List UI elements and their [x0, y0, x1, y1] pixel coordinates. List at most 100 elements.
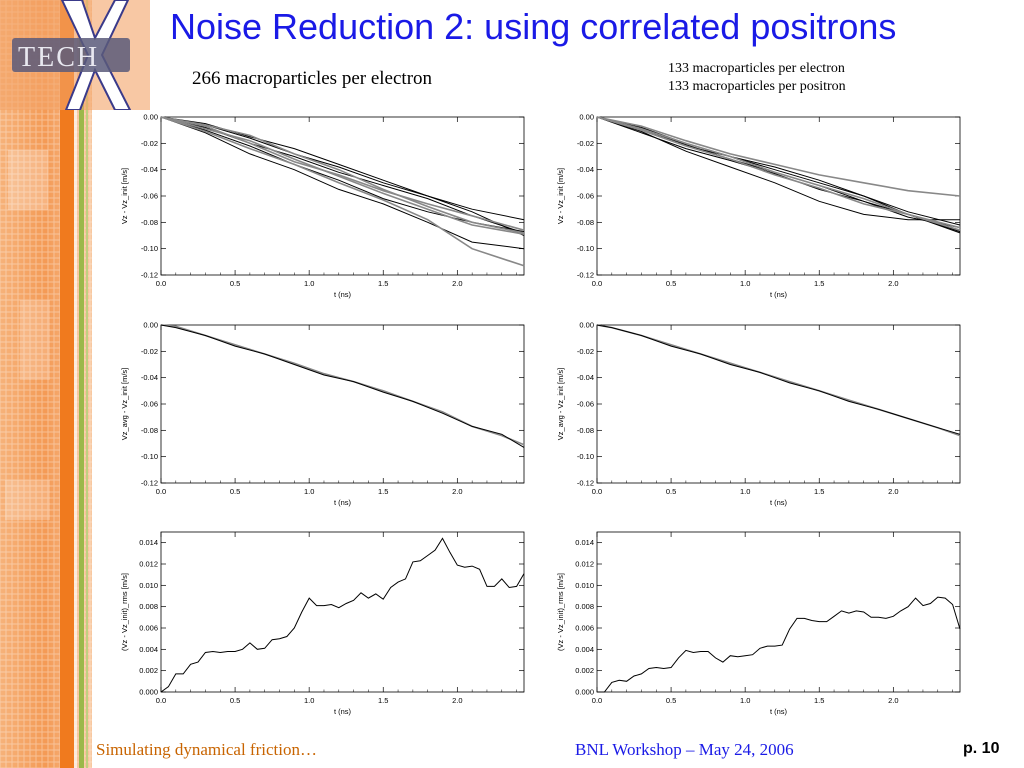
- caption-left: 266 macroparticles per electron: [192, 68, 433, 89]
- series-line-3: [160, 116, 525, 250]
- y-tick-label: 0.014: [575, 538, 594, 547]
- x-axis-label: t (ns): [334, 498, 352, 507]
- x-axis-label: t (ns): [770, 707, 788, 716]
- y-tick-label: -0.08: [577, 426, 594, 435]
- x-tick-label: 1.0: [304, 487, 314, 496]
- y-tick-label: 0.010: [575, 581, 594, 590]
- chart-middle-right: 0.0 0.5 1.0 1.5 2.0 0.00 -0.02 -0.04 -0.06 -0.08 -…: [556, 321, 961, 507]
- x-tick-label: 0.5: [666, 696, 676, 705]
- series-line-0: [160, 537, 525, 693]
- x-tick-label: 0.0: [592, 487, 602, 496]
- series-line-5: [596, 116, 961, 197]
- y-tick-label: 0.012: [139, 560, 158, 569]
- y-tick-label: -0.08: [577, 218, 594, 227]
- footer-center-text: BNL Workshop – May 24, 2006: [575, 740, 794, 759]
- plot-frame: [160, 324, 525, 484]
- x-axis-label: t (ns): [770, 498, 788, 507]
- series-line-3: [596, 116, 960, 221]
- y-tick-label: 0.00: [143, 113, 158, 122]
- y-tick-label: -0.04: [141, 373, 158, 382]
- plot-frame: [596, 531, 961, 693]
- series-line-0: [597, 596, 961, 693]
- y-tick-label: -0.10: [141, 244, 158, 253]
- series-line-1: [160, 324, 525, 448]
- x-axis-label: t (ns): [334, 707, 352, 716]
- logo-text: TECH: [18, 42, 99, 73]
- x-tick-label: 0.0: [592, 279, 602, 288]
- y-tick-label: -0.04: [577, 373, 594, 382]
- x-tick-label: 0.5: [230, 279, 240, 288]
- x-tick-label: 0.5: [666, 487, 676, 496]
- x-tick-label: 0.0: [156, 279, 166, 288]
- y-axis-label: Vz - Vz_init [m/s]: [120, 168, 129, 224]
- plots-svg: 0.0 0.5 1.0 1.5 2.0 0.00 -0.02 -0.04 -0.06 -0.08 -…: [120, 113, 961, 716]
- page-number: p. 10: [963, 740, 1000, 757]
- x-tick-label: 1.5: [378, 279, 388, 288]
- x-tick-label: 1.0: [740, 487, 750, 496]
- x-tick-label: 1.5: [814, 696, 824, 705]
- y-tick-label: -0.04: [141, 165, 158, 174]
- series-line-7: [596, 116, 961, 229]
- x-axis-label: t (ns): [334, 290, 352, 299]
- chart-top-left: 0.0 0.5 1.0 1.5 2.0 0.00 -0.02 -0.04 -0.06 -0.08 -…: [120, 113, 525, 299]
- y-tick-label: -0.06: [577, 192, 594, 201]
- plot-frame: [596, 116, 961, 276]
- y-axis-label: (Vz - Vz_init)_rms [m/s]: [556, 573, 565, 651]
- y-tick-label: -0.06: [141, 400, 158, 409]
- x-tick-label: 0.5: [230, 696, 240, 705]
- x-tick-label: 0.5: [230, 487, 240, 496]
- y-tick-label: 0.00: [143, 321, 158, 330]
- footer-left-text: Simulating dynamical friction…: [96, 740, 317, 759]
- y-tick-label: -0.10: [141, 452, 158, 461]
- decorative-sidebar: [0, 0, 92, 768]
- x-tick-label: 2.0: [888, 487, 898, 496]
- plot-frame: [596, 324, 961, 484]
- y-tick-label: 0.006: [139, 624, 158, 633]
- y-tick-label: 0.00: [579, 113, 594, 122]
- y-tick-label: -0.02: [141, 139, 158, 148]
- chart-bottom-left: 0.0 0.5 1.0 1.5 2.0 0.000 0.002 0.004 0.006 0.008…: [120, 531, 525, 716]
- y-axis-label: (Vz - Vz_init)_rms [m/s]: [120, 573, 129, 651]
- x-tick-label: 0.5: [666, 279, 676, 288]
- series-line-0: [160, 324, 525, 446]
- y-tick-label: 0.004: [575, 645, 594, 654]
- y-tick-label: -0.04: [577, 165, 594, 174]
- y-tick-label: -0.02: [577, 139, 594, 148]
- y-tick-label: -0.08: [141, 218, 158, 227]
- y-tick-label: -0.02: [141, 347, 158, 356]
- y-tick-label: 0.008: [139, 602, 158, 611]
- y-tick-label: -0.02: [577, 347, 594, 356]
- series-line-2: [160, 116, 525, 236]
- chart-middle-left: 0.0 0.5 1.0 1.5 2.0 0.00 -0.02 -0.04 -0.06 -0.08 -…: [120, 321, 525, 507]
- series-line-6: [596, 116, 961, 231]
- y-tick-label: -0.08: [141, 426, 158, 435]
- y-tick-label: 0.004: [139, 645, 158, 654]
- slide-title: Noise Reduction 2: using correlated posi…: [170, 6, 897, 47]
- x-tick-label: 1.5: [378, 487, 388, 496]
- y-tick-label: 0.000: [139, 688, 158, 697]
- x-tick-label: 2.0: [888, 696, 898, 705]
- y-tick-label: -0.10: [577, 244, 594, 253]
- sidebar-graphic: [0, 0, 92, 768]
- x-tick-label: 1.0: [304, 279, 314, 288]
- x-axis-label: t (ns): [770, 290, 788, 299]
- x-tick-label: 1.0: [740, 696, 750, 705]
- x-tick-label: 1.5: [814, 279, 824, 288]
- x-tick-label: 1.0: [304, 696, 314, 705]
- xtech-logo: TECH: [0, 0, 150, 111]
- y-tick-label: -0.12: [141, 479, 158, 488]
- chart-bottom-right: 0.0 0.5 1.0 1.5 2.0 0.000 0.002 0.004 0.006 0.008…: [556, 531, 961, 716]
- x-tick-label: 1.5: [814, 487, 824, 496]
- x-tick-label: 1.0: [740, 279, 750, 288]
- y-axis-label: Vz_avg - Vz_init [m/s]: [120, 368, 129, 441]
- plot-frame: [160, 116, 525, 276]
- y-axis-label: Vz - Vz_init [m/s]: [556, 168, 565, 224]
- y-tick-label: 0.002: [139, 666, 158, 675]
- x-tick-label: 2.0: [888, 279, 898, 288]
- y-tick-label: 0.002: [575, 666, 594, 675]
- x-tick-label: 0.0: [156, 487, 166, 496]
- series-line-1: [596, 324, 961, 435]
- y-tick-label: 0.008: [575, 602, 594, 611]
- y-tick-label: -0.12: [577, 271, 594, 280]
- series-line-6: [160, 116, 525, 231]
